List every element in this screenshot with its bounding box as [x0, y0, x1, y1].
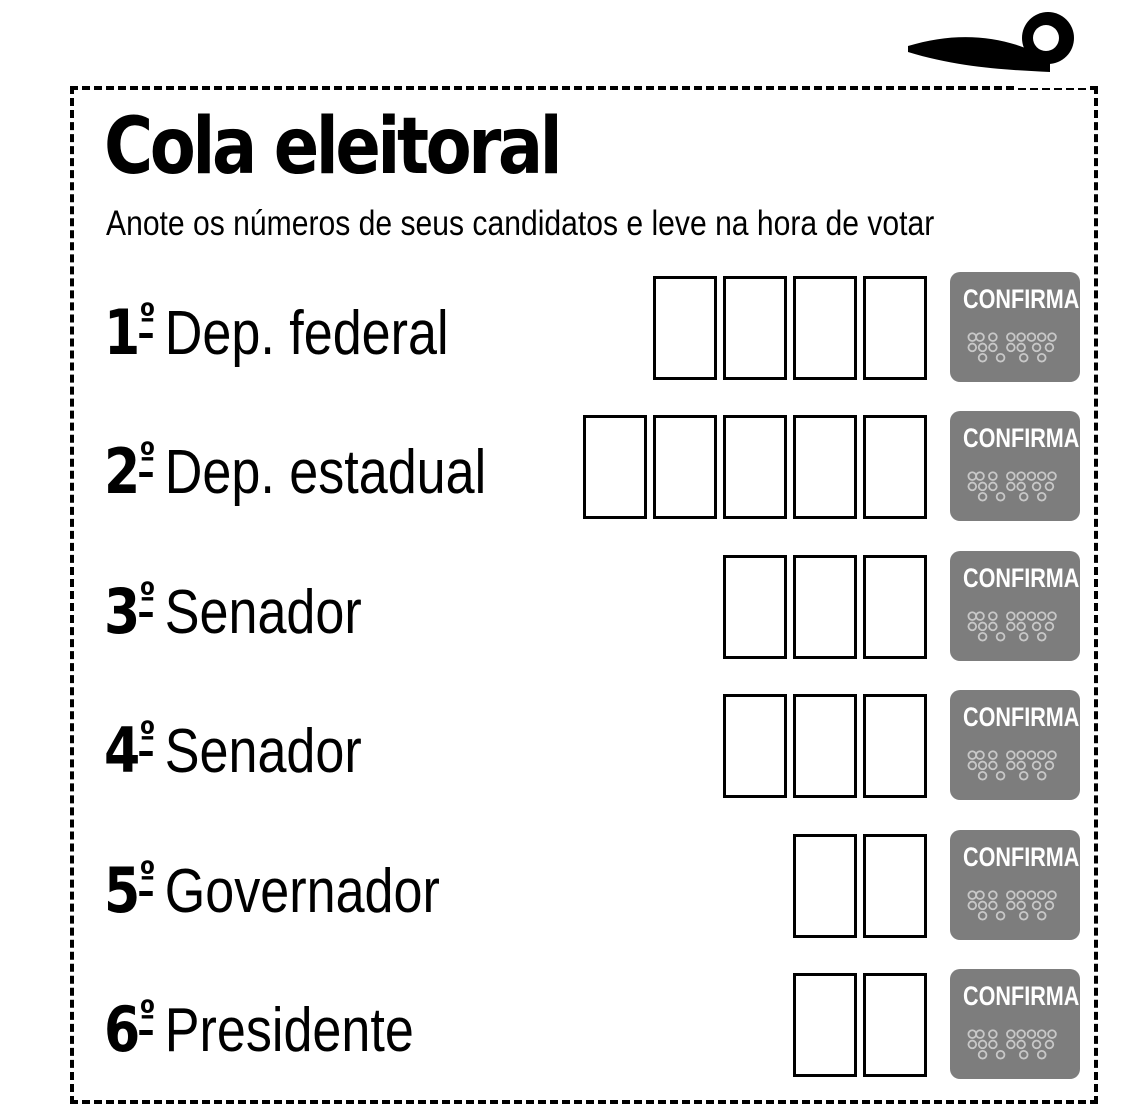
- digit-box[interactable]: [863, 276, 927, 380]
- digit-box[interactable]: [583, 415, 647, 519]
- cut-out-card-border: [70, 86, 1098, 1104]
- confirm-button[interactable]: CONFIRMA: [950, 969, 1080, 1079]
- confirm-button-label: CONFIRMA: [963, 981, 1080, 1011]
- row-office-name: Senador: [164, 717, 362, 786]
- ballot-row: 2º Dep. estadual CONFIRMA: [0, 411, 1138, 523]
- ordinal-indicator: º: [139, 715, 156, 757]
- ordinal-indicator: º: [139, 855, 156, 897]
- candidate-number-boxes: [793, 834, 927, 938]
- ballot-row: 6º Presidente CONFIRMA: [0, 969, 1138, 1081]
- confirm-button[interactable]: CONFIRMA: [950, 551, 1080, 661]
- scissors-icon: [908, 12, 1090, 88]
- digit-box[interactable]: [793, 276, 857, 380]
- ballot-row: 5º Governador CONFIRMA: [0, 830, 1138, 942]
- confirm-button-label: CONFIRMA: [963, 702, 1080, 732]
- digit-box[interactable]: [863, 694, 927, 798]
- digit-box[interactable]: [863, 973, 927, 1077]
- candidate-number-boxes: [723, 555, 927, 659]
- digit-box[interactable]: [793, 694, 857, 798]
- confirm-button-label: CONFIRMA: [963, 284, 1080, 314]
- digit-box[interactable]: [723, 694, 787, 798]
- row-ordinal: 5: [104, 854, 140, 927]
- ordinal-indicator: º: [139, 994, 156, 1036]
- ordinal-indicator: º: [139, 436, 156, 478]
- confirm-button[interactable]: CONFIRMA: [950, 411, 1080, 521]
- ordinal-indicator: º: [139, 297, 156, 339]
- digit-box[interactable]: [863, 415, 927, 519]
- row-label: 1º Dep. federal: [104, 297, 449, 368]
- digit-box[interactable]: [723, 555, 787, 659]
- row-label: 2º Dep. estadual: [104, 436, 487, 507]
- ballot-row: 4º Senador CONFIRMA: [0, 690, 1138, 802]
- candidate-number-boxes: [583, 415, 927, 519]
- braille-icon: [967, 471, 1057, 502]
- page-subtitle: Anote os números de seus candidatos e le…: [106, 204, 935, 243]
- confirm-button[interactable]: CONFIRMA: [950, 272, 1080, 382]
- candidate-number-boxes: [653, 276, 927, 380]
- digit-box[interactable]: [793, 834, 857, 938]
- confirm-button-label: CONFIRMA: [963, 563, 1080, 593]
- digit-box[interactable]: [653, 276, 717, 380]
- digit-box[interactable]: [863, 834, 927, 938]
- row-office-name: Dep. estadual: [164, 438, 487, 507]
- row-ordinal: 3: [104, 575, 140, 648]
- braille-icon: [967, 611, 1057, 642]
- digit-box[interactable]: [793, 973, 857, 1077]
- digit-box[interactable]: [793, 555, 857, 659]
- row-ordinal: 2: [104, 435, 140, 508]
- digit-box[interactable]: [723, 415, 787, 519]
- row-office-name: Governador: [164, 857, 440, 926]
- braille-icon: [967, 890, 1057, 921]
- row-ordinal: 1: [104, 296, 140, 369]
- candidate-number-boxes: [723, 694, 927, 798]
- row-ordinal: 4: [104, 714, 140, 787]
- ballot-row: 3º Senador CONFIRMA: [0, 551, 1138, 663]
- digit-box[interactable]: [863, 555, 927, 659]
- row-label: 3º Senador: [104, 576, 362, 647]
- row-ordinal: 6: [104, 993, 140, 1066]
- page-title: Cola eleitoral: [104, 102, 563, 192]
- row-office-name: Presidente: [164, 996, 414, 1065]
- row-office-name: Senador: [164, 578, 362, 647]
- braille-icon: [967, 1029, 1057, 1060]
- confirm-button[interactable]: CONFIRMA: [950, 690, 1080, 800]
- candidate-number-boxes: [793, 973, 927, 1077]
- braille-icon: [967, 332, 1057, 363]
- braille-icon: [967, 750, 1057, 781]
- row-label: 6º Presidente: [104, 994, 414, 1065]
- row-office-name: Dep. federal: [164, 299, 449, 368]
- confirm-button-label: CONFIRMA: [963, 423, 1080, 453]
- row-label: 5º Governador: [104, 855, 440, 926]
- digit-box[interactable]: [793, 415, 857, 519]
- row-label: 4º Senador: [104, 715, 362, 786]
- digit-box[interactable]: [723, 276, 787, 380]
- confirm-button-label: CONFIRMA: [963, 842, 1080, 872]
- digit-box[interactable]: [653, 415, 717, 519]
- confirm-button[interactable]: CONFIRMA: [950, 830, 1080, 940]
- ballot-row: 1º Dep. federal CONFIRMA: [0, 272, 1138, 384]
- ordinal-indicator: º: [139, 576, 156, 618]
